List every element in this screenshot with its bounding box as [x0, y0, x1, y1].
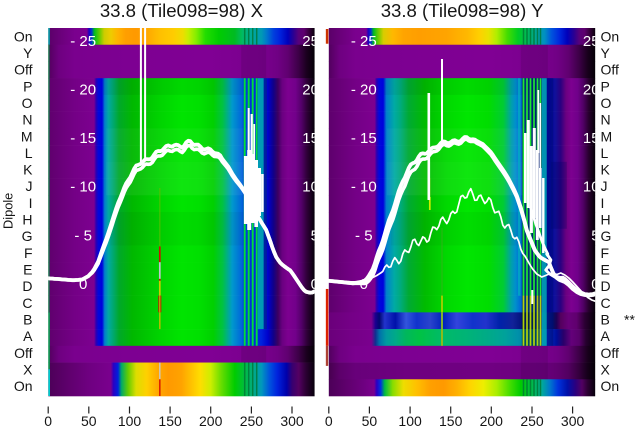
svg-text:P: P [23, 78, 32, 94]
svg-text:J: J [601, 178, 608, 194]
svg-text:On: On [14, 28, 33, 44]
svg-text:Off: Off [601, 62, 620, 78]
svg-text:L: L [25, 145, 33, 161]
svg-text:Off: Off [601, 345, 620, 361]
svg-text:33.8 (Tile098=98) Y: 33.8 (Tile098=98) Y [381, 0, 544, 21]
svg-text:H: H [601, 212, 611, 228]
svg-text:D: D [22, 278, 32, 294]
svg-text:F: F [24, 245, 33, 261]
svg-text:0: 0 [591, 276, 599, 293]
svg-text:50: 50 [362, 413, 378, 429]
svg-text:0: 0 [311, 276, 319, 293]
svg-text:- 15: - 15 [70, 130, 96, 147]
svg-text:Off: Off [14, 345, 33, 361]
svg-text:200: 200 [480, 413, 504, 429]
svg-text:- 15: - 15 [351, 130, 377, 147]
svg-text:100: 100 [398, 413, 422, 429]
svg-text:Dipole: Dipole [0, 193, 15, 229]
svg-text:I: I [601, 195, 605, 211]
svg-text:M: M [601, 128, 613, 144]
svg-text:K: K [23, 162, 33, 178]
svg-text:15: 15 [583, 130, 600, 147]
svg-text:G: G [601, 228, 612, 244]
svg-text:300: 300 [280, 413, 304, 429]
svg-text:A: A [601, 328, 611, 344]
svg-text:- 25: - 25 [351, 33, 377, 50]
svg-text:200: 200 [199, 413, 223, 429]
svg-text:250: 250 [240, 413, 264, 429]
svg-text:50: 50 [81, 413, 97, 429]
svg-text:C: C [601, 295, 611, 311]
svg-text:5: 5 [311, 227, 319, 244]
svg-text:0: 0 [79, 276, 87, 293]
svg-text:On: On [14, 378, 33, 394]
svg-text:On: On [601, 28, 620, 44]
svg-text:N: N [22, 112, 32, 128]
svg-text:O: O [601, 95, 612, 111]
svg-text:Off: Off [14, 62, 33, 78]
svg-text:100: 100 [118, 413, 142, 429]
svg-text:X: X [601, 362, 611, 378]
svg-text:0: 0 [325, 413, 333, 429]
svg-text:- 20: - 20 [351, 82, 377, 99]
svg-text:On: On [601, 378, 620, 394]
svg-text:B: B [23, 312, 32, 328]
svg-text:J: J [26, 178, 33, 194]
svg-text:250: 250 [520, 413, 544, 429]
svg-text:- 20: - 20 [70, 82, 96, 99]
svg-text:M: M [21, 128, 33, 144]
svg-text:150: 150 [158, 413, 182, 429]
svg-text:D: D [601, 278, 611, 294]
svg-text:C: C [22, 295, 32, 311]
svg-text:20: 20 [302, 82, 319, 99]
svg-text:25: 25 [302, 33, 319, 50]
svg-text:O: O [22, 95, 33, 111]
svg-text:A: A [23, 328, 33, 344]
svg-text:0: 0 [44, 413, 52, 429]
svg-text:P: P [601, 78, 610, 94]
svg-text:G: G [22, 228, 33, 244]
svg-text:N: N [601, 112, 611, 128]
svg-text:I: I [29, 195, 33, 211]
svg-text:- 5: - 5 [74, 227, 92, 244]
svg-text:Y: Y [23, 45, 33, 61]
svg-text:33.8 (Tile098=98) X: 33.8 (Tile098=98) X [100, 0, 264, 21]
svg-text:X: X [23, 362, 33, 378]
svg-text:15: 15 [302, 130, 319, 147]
svg-text:25: 25 [583, 33, 600, 50]
svg-text:B: B [601, 312, 610, 328]
svg-text:Y: Y [601, 45, 611, 61]
svg-text:10: 10 [302, 179, 319, 196]
svg-text:300: 300 [561, 413, 585, 429]
svg-text:E: E [23, 262, 32, 278]
svg-text:- 25: - 25 [70, 33, 96, 50]
svg-text:**: ** [624, 312, 635, 328]
svg-text:10: 10 [583, 179, 600, 196]
svg-text:K: K [601, 162, 611, 178]
svg-text:- 10: - 10 [70, 179, 96, 196]
svg-text:H: H [22, 212, 32, 228]
svg-text:0: 0 [360, 276, 368, 293]
svg-text:E: E [601, 262, 610, 278]
svg-text:F: F [601, 245, 610, 261]
svg-text:L: L [601, 145, 609, 161]
svg-text:- 10: - 10 [351, 179, 377, 196]
svg-text:- 5: - 5 [355, 227, 373, 244]
svg-text:20: 20 [583, 82, 600, 99]
svg-text:150: 150 [439, 413, 463, 429]
svg-text:5: 5 [591, 227, 599, 244]
